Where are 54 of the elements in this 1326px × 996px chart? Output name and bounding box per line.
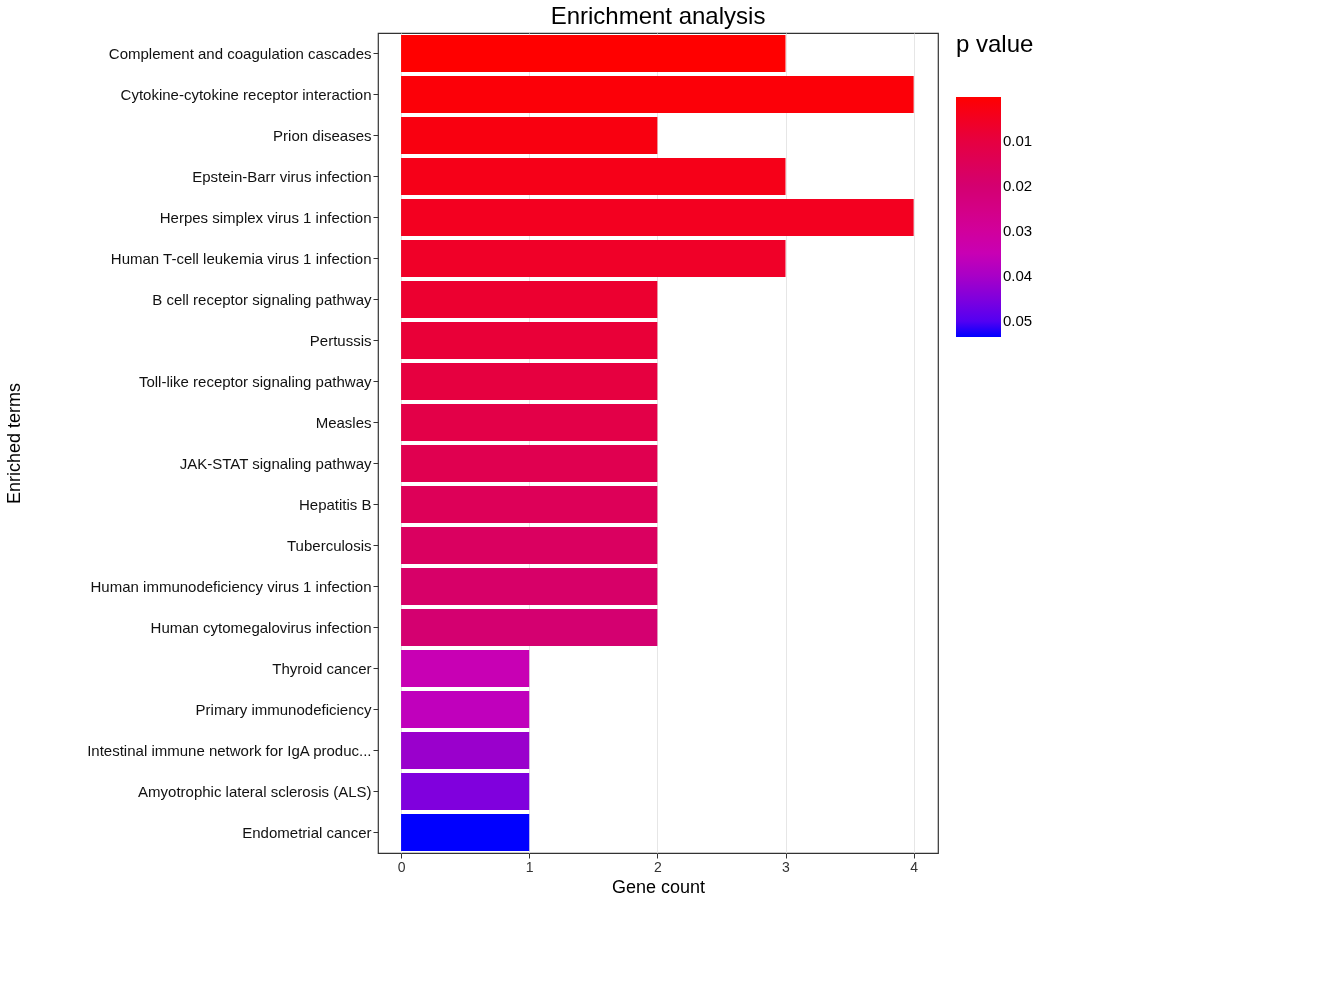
bar <box>401 363 658 400</box>
y-tick-label: Tuberculosis <box>287 536 372 554</box>
x-tick-label: 0 <box>397 858 406 875</box>
y-tick-label: Cytokine-cytokine receptor interaction <box>120 85 372 103</box>
x-tick-label: 3 <box>782 858 791 875</box>
color-bar-label: 0.05 <box>1003 312 1033 330</box>
y-tick-label: Pertussis <box>309 331 372 349</box>
y-tick-label: Human cytomegalovirus infection <box>150 618 372 636</box>
color-bar-label: 0.04 <box>1003 267 1033 285</box>
bar <box>401 158 786 195</box>
bar <box>401 527 658 564</box>
color-bar-label: 0.01 <box>1003 131 1033 149</box>
y-tick-label: Herpes simplex virus 1 infection <box>159 208 372 226</box>
y-tick-label: Endometrial cancer <box>242 823 372 841</box>
bar <box>401 281 658 318</box>
color-bar-label: 0.02 <box>1003 176 1033 194</box>
bar <box>401 568 658 605</box>
x-tick-label: 4 <box>910 858 919 875</box>
y-tick-label: Primary immunodeficiency <box>195 700 372 718</box>
x-tick-label: 1 <box>525 858 534 875</box>
y-tick-label: B cell receptor signaling pathway <box>152 290 372 308</box>
y-tick-label: Epstein-Barr virus infection <box>192 167 372 185</box>
bar <box>401 445 658 482</box>
y-tick-label: JAK-STAT signaling pathway <box>179 454 372 472</box>
y-tick-label: Prion diseases <box>273 126 372 144</box>
bar <box>401 404 658 441</box>
bar <box>401 76 914 113</box>
y-tick-label: Thyroid cancer <box>272 659 372 677</box>
y-tick-label: Measles <box>315 413 372 431</box>
bar <box>401 322 658 359</box>
y-axis-title: Enriched terms <box>3 382 24 505</box>
y-tick-label: Human immunodeficiency virus 1 infection <box>90 577 372 595</box>
bar <box>401 773 530 810</box>
y-tick-label: Amyotrophic lateral sclerosis (ALS) <box>138 782 372 800</box>
y-tick-label: Intestinal immune network for IgA produc... <box>87 741 372 759</box>
y-tick-label: Hepatitis B <box>298 495 372 513</box>
bar <box>401 35 786 72</box>
x-axis-title: Gene count <box>611 876 706 897</box>
bar <box>401 240 786 277</box>
bar <box>401 650 530 687</box>
color-bar-title: p value <box>956 30 1034 57</box>
x-tick-label: 2 <box>653 858 662 875</box>
y-tick-label: Toll-like receptor signaling pathway <box>138 372 372 390</box>
bar <box>401 691 530 728</box>
bar <box>401 732 530 769</box>
chart-title: Enrichment analysis <box>550 2 766 29</box>
bar <box>401 199 914 236</box>
color-bar-label: 0.03 <box>1003 221 1033 239</box>
y-tick-label: Human T-cell leukemia virus 1 infection <box>110 249 372 267</box>
y-tick-label: Complement and coagulation cascades <box>108 44 372 62</box>
bar <box>401 609 658 646</box>
bar <box>401 814 530 851</box>
bar <box>401 117 658 154</box>
bar <box>401 486 658 523</box>
